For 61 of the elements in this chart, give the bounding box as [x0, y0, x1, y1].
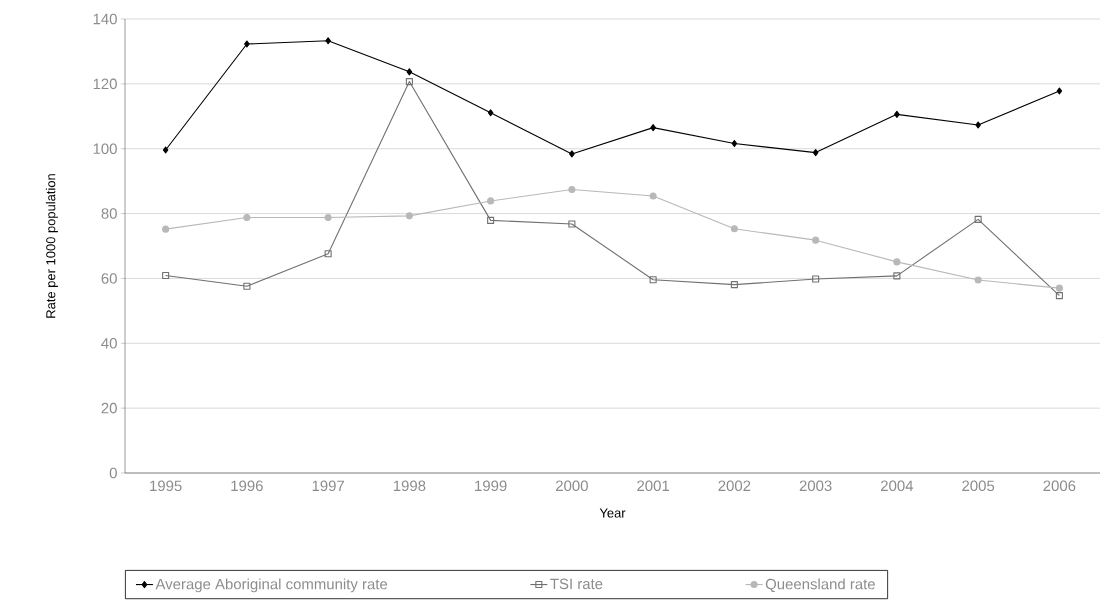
point: [812, 149, 819, 157]
point: [244, 40, 250, 48]
x-tick-label: 1999: [475, 480, 507, 492]
y-tick-label: 0: [109, 467, 117, 479]
x-tick-label: 2003: [799, 480, 832, 492]
point: [893, 258, 901, 266]
point: [243, 282, 251, 290]
point: [894, 110, 900, 118]
point: [487, 216, 495, 224]
x-tick-label: 2004: [881, 480, 914, 492]
point: [649, 276, 657, 284]
x-tick-label: 2001: [637, 480, 670, 492]
point: [568, 220, 576, 228]
point: [243, 213, 251, 222]
y-tick-label: 40: [101, 337, 117, 349]
point: [730, 281, 738, 289]
point: [162, 146, 169, 154]
point: [812, 236, 820, 244]
point: [975, 121, 981, 129]
y-tick-label: 100: [93, 143, 117, 154]
point: [1056, 87, 1063, 95]
x-axis-title: Year: [599, 508, 626, 518]
y-tick-label: 60: [101, 273, 117, 284]
point: [162, 225, 170, 233]
point: [405, 212, 413, 220]
point: [893, 272, 901, 280]
x-tick-label: 2000: [556, 480, 588, 492]
x-tick-label: 1997: [312, 480, 344, 492]
point: [569, 150, 575, 158]
point: [1055, 292, 1063, 300]
point: [1055, 284, 1063, 292]
point: [325, 37, 331, 45]
point: [974, 215, 982, 223]
point: [324, 213, 332, 222]
legend-label: TSI rate: [550, 578, 603, 590]
point: [487, 109, 494, 117]
legend-label: Queensland rate: [765, 578, 875, 593]
point: [730, 225, 738, 233]
y-tick-label: 120: [93, 78, 117, 90]
y-tick-label: 140: [93, 13, 117, 25]
point: [649, 192, 657, 200]
x-tick-label: 2006: [1043, 480, 1076, 492]
y-tick-label: 80: [101, 208, 117, 219]
x-tick-label: 1995: [150, 480, 182, 492]
point: [650, 124, 656, 132]
legend-label: Average Aboriginal community rate: [155, 578, 388, 593]
point: [406, 68, 413, 76]
point: [487, 197, 495, 205]
point: [162, 271, 170, 280]
point: [974, 276, 982, 284]
point: [812, 275, 820, 283]
x-tick-label: 1996: [231, 480, 263, 492]
point: [568, 186, 576, 194]
y-tick-label: 20: [101, 402, 117, 414]
point: [324, 250, 332, 258]
x-tick-label: 1998: [393, 480, 426, 492]
x-tick-label: 2002: [718, 480, 751, 492]
y-axis-title: Rate per 1000 population: [45, 174, 58, 318]
point: [731, 139, 738, 148]
point: [405, 78, 413, 86]
x-tick-label: 2005: [962, 480, 995, 492]
